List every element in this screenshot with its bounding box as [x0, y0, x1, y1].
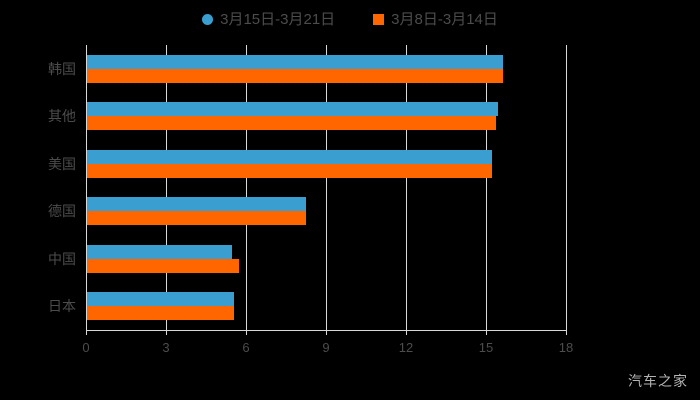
circle-marker-icon: [202, 13, 214, 25]
tick-mark: [86, 330, 87, 335]
tick-mark: [326, 330, 327, 335]
y-tick-label: 日本: [48, 298, 76, 315]
bar: [87, 211, 306, 226]
y-tick-label: 其他: [48, 108, 76, 125]
tick-mark: [166, 330, 167, 335]
x-tick-label: 9: [322, 340, 330, 355]
y-tick-label: 中国: [48, 250, 76, 267]
plot-area: [86, 45, 567, 335]
bar: [87, 102, 498, 117]
chart-legend: 3月15日-3月21日 3月8日-3月14日: [0, 8, 700, 30]
x-tick-label: 12: [398, 340, 414, 355]
x-tick-label: 15: [478, 340, 494, 355]
square-marker-icon: [373, 13, 385, 25]
legend-label-1: 3月8日-3月14日: [391, 10, 498, 28]
gridline: [166, 45, 167, 330]
x-tick-label: 0: [82, 340, 90, 355]
x-tick-label: 3: [162, 340, 170, 355]
legend-item-1[interactable]: 3月8日-3月14日: [373, 12, 498, 27]
gridline: [566, 45, 567, 330]
tick-mark: [246, 330, 247, 335]
y-tick-label: 韩国: [48, 60, 76, 77]
bar: [87, 149, 493, 164]
bar: [87, 306, 234, 321]
bar: [87, 197, 306, 212]
gridline: [326, 45, 327, 330]
bar: [87, 163, 493, 178]
legend-item-0[interactable]: 3月15日-3月21日: [202, 12, 335, 27]
gridline: [486, 45, 487, 330]
bar: [87, 292, 234, 307]
gridline: [246, 45, 247, 330]
y-tick-label: 德国: [48, 203, 76, 220]
bar: [87, 258, 239, 273]
x-tick-label: 18: [558, 340, 574, 355]
tick-mark: [406, 330, 407, 335]
x-tick-label: 6: [242, 340, 250, 355]
bar: [87, 68, 503, 83]
legend-label-0: 3月15日-3月21日: [220, 10, 336, 28]
tick-mark: [486, 330, 487, 335]
gridline: [406, 45, 407, 330]
bar: [87, 54, 503, 69]
bar: [87, 244, 233, 259]
y-tick-label: 美国: [48, 155, 76, 172]
tick-mark: [566, 330, 567, 335]
y-axis-line: [86, 45, 87, 330]
watermark: 汽车之家: [628, 373, 688, 389]
bar: [87, 116, 497, 131]
